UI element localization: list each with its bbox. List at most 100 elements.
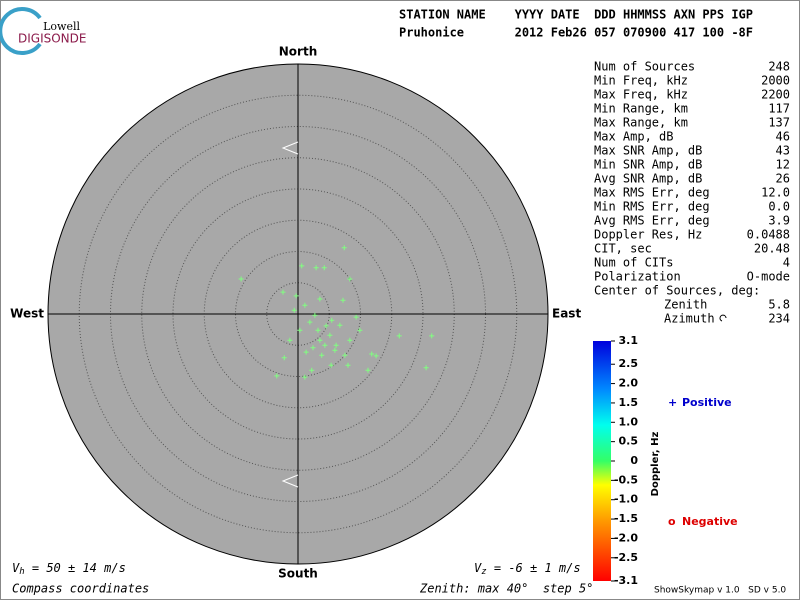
source-point (313, 265, 319, 271)
stat-value: 234 (768, 312, 790, 326)
stat-label: Max Freq, kHz (594, 88, 688, 102)
stat-label: Min SNR Amp, dB (594, 158, 702, 172)
stat-value: 2000 (761, 74, 790, 88)
source-point (332, 347, 338, 353)
source-point (302, 374, 308, 380)
source-point (342, 352, 348, 358)
source-point (329, 317, 335, 323)
stat-label: Max Range, km (594, 116, 688, 130)
stat-label: Num of CITs (594, 256, 673, 270)
stat-label: Zenith (664, 298, 707, 312)
stat-label: Azimuth (664, 312, 715, 326)
stat-value: 46 (776, 130, 790, 144)
source-point (365, 367, 371, 373)
source-point (274, 373, 280, 379)
source-point (321, 265, 327, 271)
stat-value: 117 (768, 102, 790, 116)
source-point (319, 352, 325, 358)
source-point (281, 355, 287, 361)
source-point (347, 337, 353, 343)
source-point (373, 353, 379, 359)
colorbar-tick-label: 3.1 (619, 334, 639, 347)
stat-label: Num of Sources (594, 60, 695, 74)
source-point (307, 319, 313, 325)
source-point (315, 327, 321, 333)
colorbar-tick-label: 0 (630, 454, 638, 467)
marker (281, 474, 299, 488)
colorbar-tick-label: 2.0 (619, 377, 639, 390)
compass-label: West (10, 307, 44, 321)
source-point (302, 302, 308, 308)
source-point (327, 332, 333, 338)
stat-label: CIT, sec (594, 242, 652, 256)
source-point (423, 365, 429, 371)
header-line: Pruhonice 2012 Feb26 057 070900 417 100 … (399, 26, 753, 40)
colorbar-tick-label: -0.5 (614, 473, 638, 486)
source-point (396, 333, 402, 339)
stat-value: 0.0488 (747, 228, 790, 242)
center-title: Center of Sources, deg: (594, 284, 760, 298)
stat-value: 248 (768, 60, 790, 74)
stat-value: 12.0 (761, 186, 790, 200)
stat-label: Max Amp, dB (594, 130, 673, 144)
stat-label: Polarization (594, 270, 681, 284)
colorbar-tick-label: 1.5 (619, 396, 639, 409)
compass-label: East (552, 307, 581, 321)
source-point (280, 289, 286, 295)
stat-value: 0.0 (768, 200, 790, 214)
colorbar-tick-label: 0.5 (619, 435, 639, 448)
source-point (287, 337, 293, 343)
legend-text: Negative (682, 515, 738, 528)
stat-value: 12 (776, 158, 790, 172)
azimuth-icon (719, 314, 727, 322)
source-point (429, 333, 435, 339)
source-point (299, 263, 305, 269)
stat-value: 137 (768, 116, 790, 130)
colorbar-tick-label: 1.0 (619, 415, 639, 428)
colorbar-tick-label: -1.0 (614, 493, 638, 506)
compass-label: South (278, 567, 318, 581)
footer-left: Compass coordinates (12, 582, 149, 596)
stat-label: Max RMS Err, deg (594, 186, 710, 200)
source-point (309, 367, 315, 373)
source-point (310, 345, 316, 351)
source-point (317, 296, 323, 302)
stat-value: 43 (776, 144, 790, 158)
footer-middle: Zenith: max 40° step 5° (419, 582, 593, 596)
stat-value: 20.48 (754, 242, 790, 256)
logo-bottom: DIGISONDE (18, 32, 86, 46)
source-point (297, 327, 303, 333)
colorbar-tick-label: -1.5 (614, 512, 638, 525)
header-line: STATION NAME YYYY DATE DDD HHMMSS AXN PP… (399, 8, 753, 22)
colorbar-tick-label: -2.0 (614, 531, 638, 544)
stat-label: Doppler Res, Hz (594, 228, 702, 242)
source-point (322, 342, 328, 348)
colorbar (593, 341, 611, 581)
source-point (369, 351, 375, 357)
stat-label: Max SNR Amp, dB (594, 144, 702, 158)
stat-label: Min RMS Err, deg (594, 200, 710, 214)
source-point (340, 297, 346, 303)
stat-label: Min Freq, kHz (594, 74, 688, 88)
stat-value: 2200 (761, 88, 790, 102)
source-point (337, 322, 343, 328)
compass-label: North (279, 45, 317, 59)
source-point (317, 337, 323, 343)
stat-label: Avg SNR Amp, dB (594, 172, 702, 186)
marker (281, 141, 299, 155)
source-point (328, 362, 334, 368)
stat-value: 5.8 (768, 298, 790, 312)
source-point (303, 349, 309, 355)
stat-label: Min Range, km (594, 102, 688, 116)
colorbar-tick-label: -2.5 (614, 551, 638, 564)
source-point (323, 323, 329, 329)
source-point (341, 245, 347, 251)
source-point (333, 342, 339, 348)
colorbar-tick-label: 2.5 (619, 357, 639, 370)
logo-top: Lowell (43, 20, 80, 33)
colorbar-title: Doppler, Hz (650, 432, 661, 497)
vz: Vz = -6 ± 1 m/s (474, 561, 581, 577)
logo-arc (0, 7, 42, 55)
legend-symbol: o (668, 515, 676, 528)
